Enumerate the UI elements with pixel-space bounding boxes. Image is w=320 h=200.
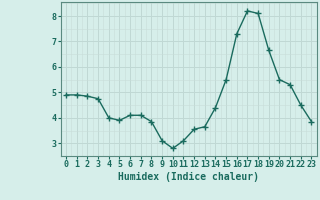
X-axis label: Humidex (Indice chaleur): Humidex (Indice chaleur)	[118, 172, 259, 182]
